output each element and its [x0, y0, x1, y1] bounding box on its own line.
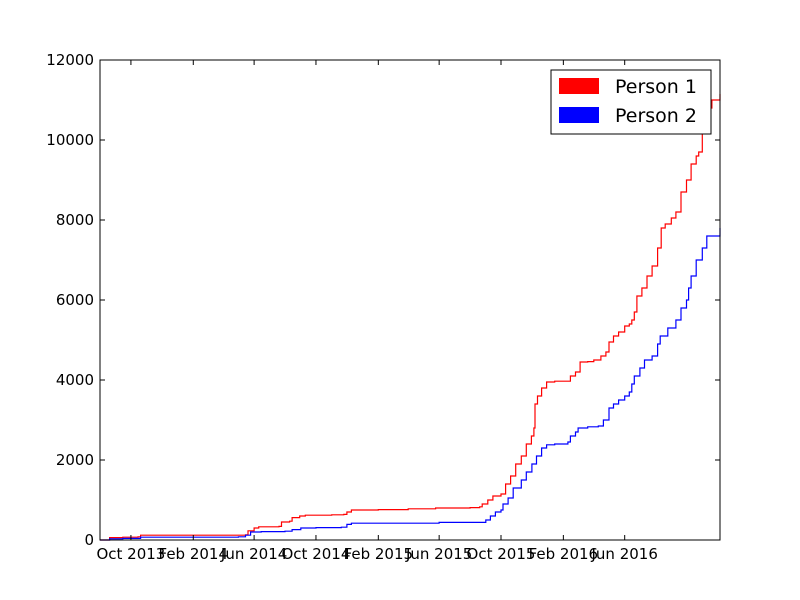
y-tick-label: 2000: [56, 451, 94, 469]
y-tick-label: 0: [84, 531, 94, 549]
legend-swatch-2: [559, 107, 599, 123]
y-tick-label: 8000: [56, 211, 94, 229]
x-tick-label: Oct 2014: [282, 545, 351, 563]
y-tick-label: 10000: [46, 131, 94, 149]
series-layer: [100, 94, 721, 541]
x-tick-label: Oct 2015: [467, 545, 536, 563]
series-line-1: [100, 94, 721, 541]
legend-label-1: Person 1: [615, 76, 697, 98]
x-tick-label: Jun 2016: [590, 545, 657, 563]
plot-area: [100, 60, 720, 540]
series-line-2: [100, 228, 721, 541]
x-tick-label: Jun 2015: [405, 545, 472, 563]
legend-swatch-1: [559, 78, 599, 94]
x-tick-label: Feb 2016: [529, 545, 599, 563]
y-tick-label: 12000: [46, 51, 94, 69]
x-tick-label: Feb 2014: [159, 545, 229, 563]
legend-label-2: Person 2: [615, 105, 697, 127]
x-tick-label: Feb 2015: [344, 545, 414, 563]
x-tick-label: Oct 2013: [96, 545, 165, 563]
y-axis: 0 2000 4000 6000 8000 10000 12000: [46, 51, 720, 549]
y-tick-label: 4000: [56, 371, 94, 389]
y-tick-label: 6000: [56, 291, 94, 309]
x-tick-label: Jun 2014: [220, 545, 287, 563]
legend: Person 1 Person 2: [550, 69, 712, 135]
